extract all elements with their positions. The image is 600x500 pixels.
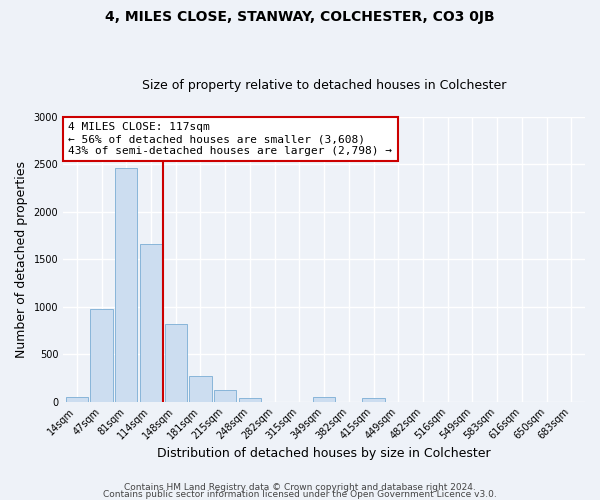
Y-axis label: Number of detached properties: Number of detached properties <box>15 160 28 358</box>
Bar <box>313 398 335 402</box>
X-axis label: Distribution of detached houses by size in Colchester: Distribution of detached houses by size … <box>157 447 491 460</box>
Bar <box>164 324 187 402</box>
Text: 4 MILES CLOSE: 117sqm
← 56% of detached houses are smaller (3,608)
43% of semi-d: 4 MILES CLOSE: 117sqm ← 56% of detached … <box>68 122 392 156</box>
Bar <box>362 398 385 402</box>
Bar <box>214 390 236 402</box>
Bar <box>189 376 212 402</box>
Text: Contains public sector information licensed under the Open Government Licence v3: Contains public sector information licen… <box>103 490 497 499</box>
Bar <box>239 398 261 402</box>
Bar <box>115 168 137 402</box>
Title: Size of property relative to detached houses in Colchester: Size of property relative to detached ho… <box>142 79 506 92</box>
Bar <box>65 397 88 402</box>
Bar <box>91 308 113 402</box>
Text: Contains HM Land Registry data © Crown copyright and database right 2024.: Contains HM Land Registry data © Crown c… <box>124 484 476 492</box>
Bar <box>140 244 162 402</box>
Text: 4, MILES CLOSE, STANWAY, COLCHESTER, CO3 0JB: 4, MILES CLOSE, STANWAY, COLCHESTER, CO3… <box>105 10 495 24</box>
